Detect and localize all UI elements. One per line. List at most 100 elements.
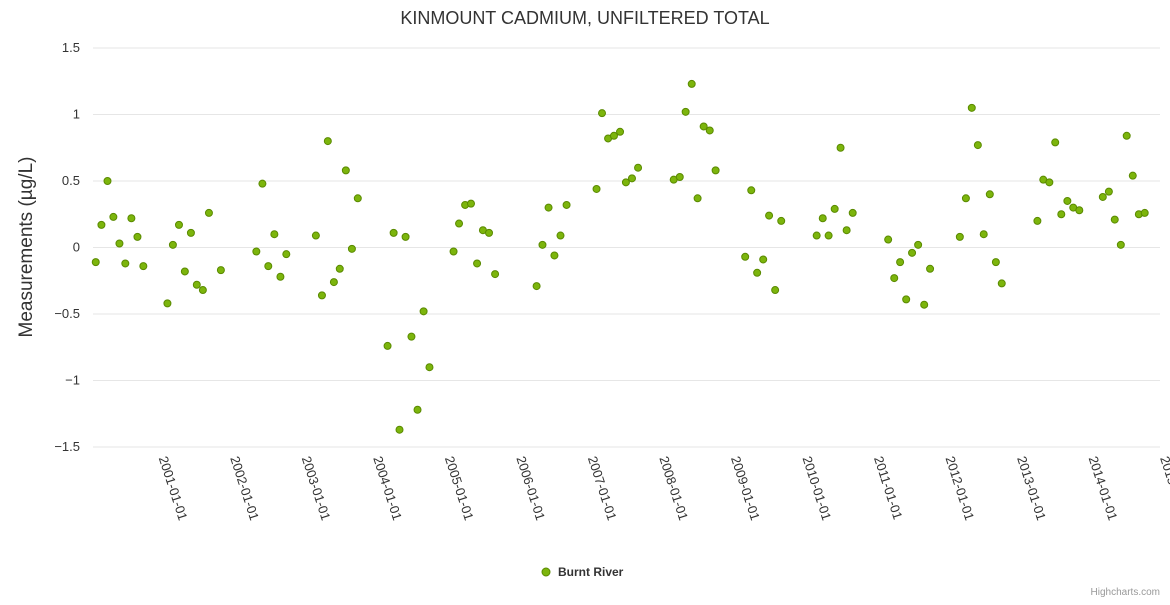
data-point[interactable] [777,216,786,225]
data-point[interactable] [884,235,893,244]
data-point[interactable] [1122,131,1131,140]
data-point[interactable] [747,186,756,195]
data-point[interactable] [985,190,994,199]
data-point[interactable] [979,230,988,239]
data-point[interactable] [961,194,970,203]
data-point[interactable] [609,131,618,140]
data-point[interactable] [1057,210,1066,219]
data-point[interactable] [997,279,1006,288]
data-point[interactable] [705,126,714,135]
data-point[interactable] [920,300,929,309]
data-point[interactable] [538,240,547,249]
data-point[interactable] [1104,187,1113,196]
data-point[interactable] [103,177,112,185]
data-point[interactable] [485,228,494,237]
data-point[interactable] [97,220,106,229]
data-point[interactable] [329,278,338,287]
data-point[interactable] [562,200,571,209]
legend[interactable]: Burnt River [541,565,624,579]
data-point[interactable] [1063,196,1072,205]
data-point[interactable] [830,204,839,213]
data-point[interactable] [180,267,189,276]
data-point[interactable] [991,258,1000,267]
data-point[interactable] [955,232,964,241]
data-point[interactable] [914,240,923,249]
data-point[interactable] [311,231,320,240]
data-point[interactable] [621,178,630,187]
data-point[interactable] [353,194,362,203]
data-point[interactable] [121,259,130,268]
data-point[interactable] [812,231,821,240]
data-point[interactable] [771,286,780,295]
data-point[interactable] [419,307,428,316]
data-point[interactable] [687,79,696,88]
data-point[interactable] [276,272,285,281]
data-point[interactable] [926,264,935,273]
data-point[interactable] [693,194,702,203]
data-point[interactable] [967,103,976,112]
data-point[interactable] [383,341,392,350]
data-point[interactable] [699,122,708,131]
data-point[interactable] [1033,216,1042,225]
legend-item-burnt-river[interactable]: Burnt River [558,565,624,579]
data-point[interactable] [473,259,482,268]
data-point[interactable] [902,295,911,304]
data-point[interactable] [258,179,267,188]
data-point[interactable] [836,143,845,152]
data-point[interactable] [91,258,100,267]
data-point[interactable] [1051,138,1060,147]
data-point[interactable] [681,107,690,116]
data-point[interactable] [347,244,356,253]
data-point[interactable] [759,255,768,264]
data-point[interactable] [264,262,273,271]
data-point[interactable] [204,208,213,217]
data-point[interactable] [634,163,643,172]
data-point[interactable] [109,212,118,221]
data-point[interactable] [341,166,350,175]
data-point[interactable] [323,137,332,146]
data-point[interactable] [282,250,291,259]
data-point[interactable] [675,173,684,182]
data-point[interactable] [753,268,762,277]
data-point[interactable] [1110,215,1119,224]
data-point[interactable] [401,232,410,241]
data-point[interactable] [616,127,625,136]
data-point[interactable] [765,211,774,220]
data-point[interactable] [598,109,607,118]
data-point[interactable] [163,299,172,308]
data-point[interactable] [1098,192,1107,201]
data-point[interactable] [818,214,827,223]
data-point[interactable] [556,231,565,240]
data-point[interactable] [466,199,475,208]
data-point[interactable] [848,208,857,217]
data-point[interactable] [192,280,201,289]
data-point[interactable] [139,262,148,271]
data-point[interactable] [491,270,500,279]
data-point[interactable] [335,264,344,273]
data-point[interactable] [1128,171,1137,180]
data-point[interactable] [425,363,434,372]
data-point[interactable] [252,247,261,256]
data-point[interactable] [407,332,416,341]
data-point[interactable] [1116,240,1125,249]
data-point[interactable] [186,228,195,237]
data-point[interactable] [627,174,636,183]
data-point[interactable] [174,220,183,229]
data-point[interactable] [1075,206,1084,215]
data-point[interactable] [270,230,279,239]
data-point[interactable] [711,166,720,175]
data-point[interactable] [842,226,851,235]
data-point[interactable] [413,405,422,414]
data-point[interactable] [741,252,750,261]
data-point[interactable] [395,425,404,434]
data-point[interactable] [216,266,225,275]
data-point[interactable] [449,247,458,256]
data-point[interactable] [532,282,541,291]
credits-link[interactable]: Highcharts.com [1091,587,1160,598]
data-point[interactable] [824,231,833,240]
data-point[interactable] [908,248,917,257]
data-point[interactable] [317,291,326,300]
data-point[interactable] [896,258,905,267]
data-point[interactable] [115,239,124,248]
data-point[interactable] [198,286,207,295]
